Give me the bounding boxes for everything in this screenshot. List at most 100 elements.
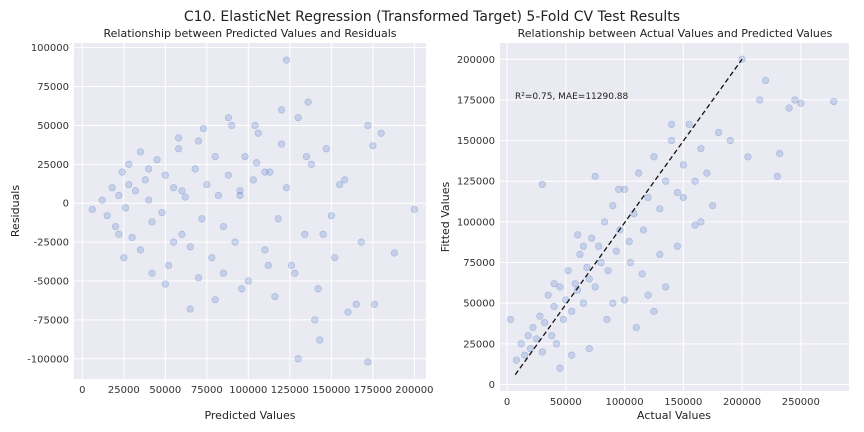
- residual-plot-x-tick-5: 125000: [271, 385, 309, 396]
- fitted-plot-point-40: [644, 193, 652, 202]
- fitted-plot-point-23: [579, 299, 588, 307]
- residual-plot-point-65: [199, 124, 208, 133]
- fitted-plot-point-41: [650, 153, 658, 161]
- fitted-plot-point-9: [538, 348, 546, 356]
- residual-plot-point-79: [316, 336, 324, 344]
- residual-plot-x-ticks: 0 25000 50000 75000 100000 125000 150000 175000…: [79, 385, 433, 396]
- residual-plot-title: Relationship between Predicted Values an…: [103, 27, 396, 40]
- fitted-plot: 0 50000 100000 150000 200000 250000 0 25000 500…: [439, 27, 849, 422]
- fitted-plot-x-label: Actual Values: [637, 409, 711, 422]
- residual-plot-y-tick-6: 50000: [37, 121, 69, 132]
- residual-plot-point-85: [261, 168, 269, 176]
- fitted-plot-point-42: [656, 205, 664, 213]
- fitted-plot-point-52: [726, 136, 734, 145]
- residual-plot-point-68: [238, 285, 246, 293]
- residual-plot-point-71: [277, 106, 286, 114]
- residual-plot-point-56: [390, 249, 399, 257]
- fitted-plot-point-81: [656, 250, 664, 259]
- residual-plot-point-14: [148, 218, 156, 226]
- fitted-plot-point-74: [650, 307, 658, 315]
- residual-plot-point-28: [208, 254, 216, 262]
- residual-plot-point-12: [141, 176, 149, 184]
- fitted-plot-point-86: [579, 242, 588, 250]
- fitted-plot-point-10: [541, 319, 549, 327]
- residual-plot-y-tick-5: 25000: [37, 160, 69, 171]
- fitted-plot-point-33: [612, 247, 620, 255]
- fitted-plot-grid: [500, 43, 849, 391]
- residual-plot-point-75: [336, 180, 344, 189]
- residual-plot-y-tick-7: 75000: [37, 82, 69, 93]
- fitted-plot-point-80: [638, 270, 646, 278]
- fitted-plot-point-63: [538, 180, 546, 189]
- fitted-plot-point-50: [703, 169, 711, 177]
- residual-plot-point-76: [357, 238, 365, 246]
- residual-plot-point-48: [307, 160, 316, 168]
- fitted-plot-point-57: [773, 172, 781, 180]
- residual-plot-point-45: [287, 261, 296, 270]
- residual-plot-x-tick-2: 50000: [149, 385, 181, 396]
- fitted-plot-point-30: [600, 218, 609, 226]
- residual-plot-point-92: [219, 222, 228, 231]
- residual-plot-point-90: [145, 165, 153, 173]
- residual-plot-y-tick-4: 0: [63, 199, 69, 210]
- fitted-plot-point-77: [585, 345, 593, 353]
- residual-plot-point-40: [261, 246, 269, 254]
- residual-plot-point-67: [224, 114, 233, 122]
- fitted-plot-point-73: [632, 323, 640, 332]
- fitted-plot-title: Relationship between Actual Values and P…: [518, 27, 833, 40]
- residual-plot-point-13: [145, 196, 153, 204]
- fitted-plot-point-13: [550, 302, 558, 311]
- fitted-plot-point-66: [591, 172, 599, 180]
- residual-plot-point-55: [377, 129, 385, 137]
- residual-plot-x-tick-8: 200000: [395, 385, 433, 396]
- fitted-plot-y-tick-8: 200000: [457, 55, 495, 66]
- residual-plot-point-38: [249, 176, 257, 184]
- residual-plot-point-3: [108, 184, 116, 192]
- fitted-plot-point-11: [544, 291, 552, 299]
- residual-plot-background: [74, 43, 426, 379]
- residual-plot-point-5: [115, 191, 123, 200]
- fitted-plot-point-26: [588, 234, 596, 242]
- residual-plot-point-34: [231, 238, 239, 246]
- residual-plot-x-tick-1: 25000: [108, 385, 140, 396]
- residual-plot-point-88: [369, 142, 377, 150]
- residual-plot-y-tick-1: -75000: [34, 315, 69, 326]
- residual-plot-point-0: [88, 205, 96, 214]
- residual-plot-point-41: [266, 168, 274, 176]
- fitted-plot-y-label: Fitted Values: [439, 182, 452, 253]
- residual-plot-point-47: [301, 230, 309, 238]
- fitted-plot-point-82: [673, 242, 682, 250]
- fitted-plot-point-75: [667, 120, 676, 128]
- residual-plot-point-17: [161, 171, 169, 179]
- fitted-plot-point-48: [691, 177, 699, 185]
- residual-plot-point-10: [131, 187, 140, 195]
- fitted-plot-point-87: [615, 185, 623, 193]
- fitted-plot-point-79: [620, 296, 629, 304]
- residual-plot-point-84: [236, 191, 244, 200]
- residual-plot-point-72: [291, 269, 299, 277]
- fitted-plot-point-70: [662, 283, 670, 291]
- residual-plot-point-27: [203, 180, 211, 189]
- fitted-plot-point-20: [571, 280, 579, 288]
- fitted-plot-point-45: [673, 189, 682, 197]
- fitted-plot-point-29: [597, 258, 605, 267]
- fitted-plot-point-55: [756, 96, 764, 104]
- residual-plot-point-9: [128, 233, 136, 242]
- residual-plot-point-16: [158, 208, 166, 217]
- residual-plot-point-20: [175, 145, 183, 153]
- residual-plot-point-30: [214, 191, 223, 200]
- fitted-plot-point-4: [524, 332, 532, 340]
- residual-plot-point-23: [186, 243, 194, 251]
- residual-plot-x-tick-3: 75000: [191, 385, 223, 396]
- residual-plot-point-86: [311, 316, 319, 324]
- fitted-plot-point-32: [609, 202, 617, 210]
- residual-plot-point-22: [181, 193, 189, 201]
- residual-plot-point-21: [178, 230, 186, 238]
- residual-plot-point-35: [236, 187, 244, 195]
- fitted-plot-y-tick-0: 0: [489, 380, 495, 391]
- residual-plot-point-24: [191, 165, 199, 173]
- residual-plot-point-43: [277, 140, 286, 148]
- residual-plot-y-label: Residuals: [9, 185, 22, 237]
- residual-plot-point-26: [198, 215, 206, 223]
- fitted-plot-point-49: [697, 145, 705, 153]
